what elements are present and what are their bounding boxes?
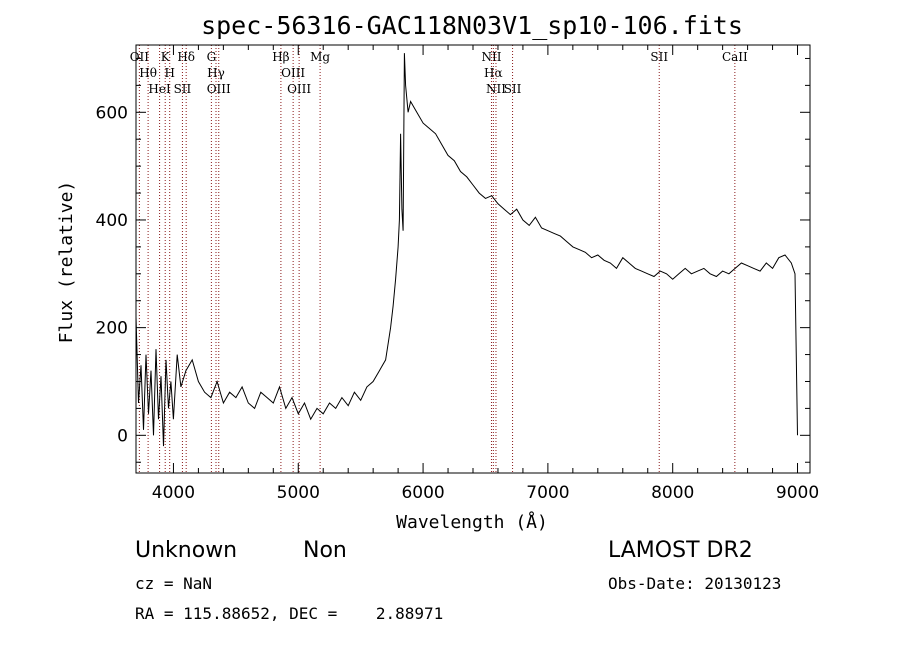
x-tick-label: 5000 [277,483,320,503]
spectral-line-label: Hβ [272,50,289,64]
y-axis-label: Flux (relative) [56,181,77,344]
redshift-cz: cz = NaN [135,574,213,593]
spectral-line-label: Hγ [207,66,225,80]
survey-name: LAMOST DR2 [608,538,753,563]
x-tick-label: 7000 [526,483,569,503]
y-tick-label: 600 [96,103,128,123]
spectral-line-label: Hα [484,66,503,80]
x-tick-label: 9000 [776,483,819,503]
y-tick-label: 200 [96,319,128,339]
observation-date: Obs-Date: 20130123 [608,574,782,593]
y-tick-label: 0 [117,426,128,446]
spectral-line-label: K [161,50,171,64]
x-tick-label: 8000 [651,483,694,503]
chart-title: spec-56316-GAC118N03V1_sp10-106.fits [201,11,743,40]
spectral-line-label: SII [504,82,522,96]
axis-ticks: 4000 5000 6000 7000 8000 9000 0 200 400 600 [96,45,819,503]
spectral-line-label: OII [130,50,150,64]
spectral-line-label: G [207,50,217,64]
spectral-line-label: SII [174,82,192,96]
spectral-line-label: OIII [287,82,311,96]
x-axis-label: Wavelength (Å) [396,511,548,533]
ra-dec: RA = 115.88652, DEC = 2.88971 [135,604,444,623]
x-tick-label: 6000 [401,483,444,503]
spectral-line-label: NII [481,50,501,64]
object-class: Unknown [135,538,238,563]
y-tick-label: 400 [96,211,128,231]
spectral-line-label: CaII [722,50,748,64]
x-tick-label: 4000 [152,483,195,503]
spectral-line-label: NII [486,82,506,96]
spectrum-series-line [135,53,798,447]
plot-frame [135,44,811,474]
spectral-line-label: OIII [281,66,305,80]
spectral-line-label: Hδ [177,50,195,64]
spectral-line-label: Hθ [139,66,157,80]
spectral-line-label: HeI [148,82,171,96]
spectral-line-label: OIII [207,82,231,96]
spectral-line-label: SII [650,50,668,64]
spectral-line-label: Mg [310,50,330,64]
spectral-line-label: H [164,66,174,80]
object-subclass: Non [303,538,347,563]
